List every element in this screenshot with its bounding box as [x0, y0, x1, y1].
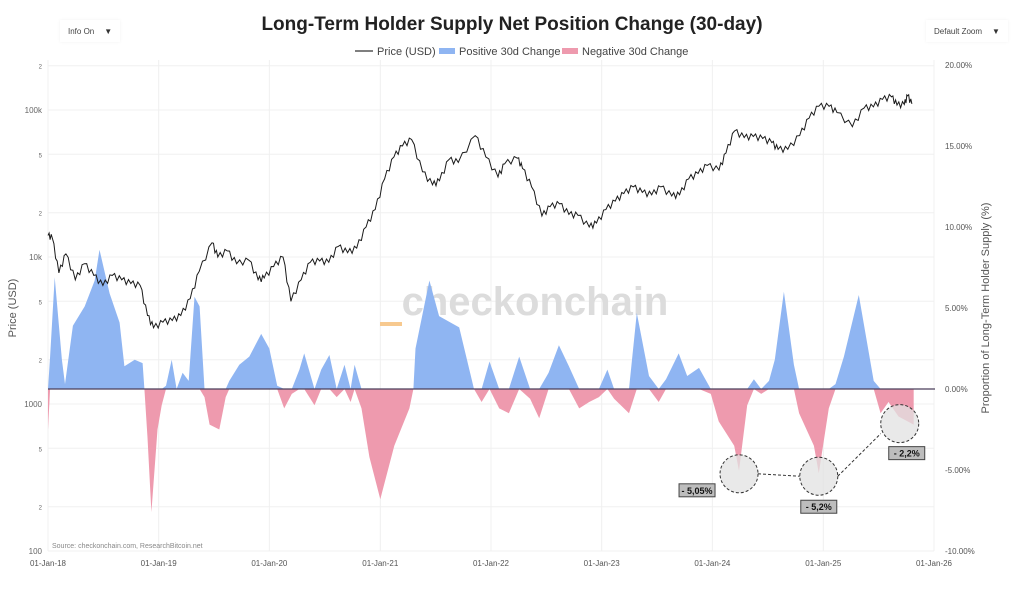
x-tick-label: 01-Jan-20 [251, 559, 288, 568]
annotation-circle [880, 404, 920, 444]
source-note: Source: checkonchain.com, ResearchBitcoi… [52, 543, 203, 550]
info-dropdown-label: Info On [68, 26, 95, 36]
x-axis-ticks: 01-Jan-18 01-Jan-19 01-Jan-20 01-Jan-21 01-J… [30, 559, 953, 568]
chart-title: Long-Term Holder Supply Net Position Cha… [261, 14, 762, 35]
annotation-label: - 5,2% [806, 502, 832, 512]
left-tick-label: 2 [39, 506, 43, 512]
x-tick-label: 01-Jan-22 [473, 559, 510, 568]
annotation-label-box [800, 499, 838, 514]
chevron-down-icon: ▼ [992, 26, 1000, 36]
left-tick-label: 2 [39, 65, 43, 71]
annotation-connector [837, 433, 882, 477]
right-tick-label: 5.00% [945, 304, 968, 313]
right-tick-label: 10.00% [945, 223, 972, 232]
annotation-circle [799, 456, 839, 496]
right-tick-label: -5.00% [945, 466, 970, 475]
watermark: checkonchain [402, 280, 669, 324]
left-tick-label: 2 [39, 212, 43, 218]
zoom-dropdown[interactable]: Default Zoom ▼ [926, 20, 1008, 42]
left-tick-label: 100 [29, 547, 43, 556]
x-tick-label: 01-Jan-24 [694, 559, 731, 568]
right-tick-label: 15.00% [945, 142, 972, 151]
watermark-accent [380, 322, 402, 326]
chevron-down-icon: ▼ [104, 26, 113, 36]
gridlines [47, 60, 935, 552]
x-tick-label: 01-Jan-25 [805, 559, 842, 568]
legend-negative-swatch [562, 48, 578, 54]
annotation-label: - 2,2% [894, 449, 920, 459]
legend: Price (USD) Positive 30d Change Negative… [355, 46, 688, 58]
left-tick-label: 5 [39, 447, 43, 453]
right-tick-label: 20.00% [945, 61, 972, 70]
x-tick-label: 01-Jan-18 [30, 559, 67, 568]
legend-positive-swatch [439, 48, 455, 54]
annotation-connector [758, 473, 800, 477]
zoom-dropdown-label: Default Zoom [934, 26, 983, 36]
x-tick-label: 01-Jan-26 [916, 559, 953, 568]
negative-change-area [48, 389, 914, 513]
info-dropdown[interactable]: Info On ▼ [60, 20, 121, 42]
positive-change-area [48, 249, 914, 389]
legend-positive[interactable]: Positive 30d Change [459, 46, 561, 58]
left-tick-label: 10k [29, 253, 43, 262]
annotation-label-box [678, 483, 716, 498]
left-tick-label: 5 [39, 300, 43, 306]
legend-price[interactable]: Price (USD) [377, 46, 436, 58]
left-axis-ticks: 100 2 5 1000 2 5 10k 2 5 100k 2 [24, 65, 43, 556]
legend-negative[interactable]: Negative 30d Change [582, 46, 688, 58]
annotation-circle [719, 454, 759, 494]
x-tick-label: 01-Jan-23 [584, 559, 621, 568]
right-axis-ticks: 20.00% 15.00% 10.00% 5.00% 0.00% -5.00% -10.00… [945, 61, 975, 556]
right-axis-label: Proportion of Long-Term Holder Supply (%… [980, 203, 992, 414]
annotation-label: - 5,05% [682, 486, 713, 496]
right-tick-label: -10.00% [945, 547, 975, 556]
left-tick-label: 5 [39, 153, 43, 159]
left-axis-label: Price (USD) [7, 279, 19, 338]
x-tick-label: 01-Jan-19 [141, 559, 178, 568]
annotation-label-box [888, 446, 926, 461]
left-tick-label: 2 [39, 359, 43, 365]
left-tick-label: 100k [25, 106, 43, 115]
left-tick-label: 1000 [24, 400, 42, 409]
annotations: - 5,05% - 5,2% - 2,2% [678, 404, 926, 514]
x-tick-label: 01-Jan-21 [362, 559, 399, 568]
price-line [47, 93, 913, 330]
right-tick-label: 0.00% [945, 385, 968, 394]
